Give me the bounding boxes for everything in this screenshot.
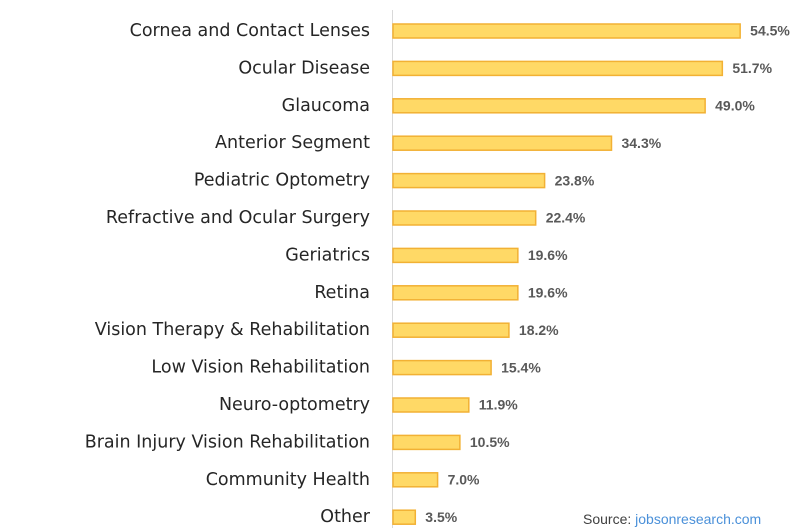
category-label: Refractive and Ocular Surgery [106,208,370,228]
category-label: Neuro-optometry [219,395,370,415]
bar [392,285,519,301]
value-label: 19.6% [528,247,568,263]
source-link[interactable]: jobsonresearch.com [634,511,761,527]
bar [392,472,439,488]
category-label: Other [320,507,370,527]
value-label: 34.3% [621,135,661,151]
bar [392,359,492,376]
category-label: Geriatrics [285,245,370,265]
source: Source: jobsonresearch.com [583,511,761,527]
bar [392,23,741,39]
category-label: Vision Therapy & Rehabilitation [95,320,370,340]
value-label: 23.8% [555,172,595,188]
value-label: 18.2% [519,322,559,338]
bar [392,434,461,451]
value-label: 19.6% [528,285,568,301]
bar [392,247,519,264]
bar [392,397,470,413]
value-label: 11.9% [479,397,518,413]
value-label: 22.4% [546,210,586,226]
category-label: Pediatric Optometry [194,171,370,191]
bar [392,210,537,226]
value-label: 54.5% [750,23,790,39]
category-label: Ocular Disease [238,58,370,78]
bar [392,172,546,189]
value-label: 51.7% [732,60,772,76]
value-label: 7.0% [448,472,480,488]
value-label: 15.4% [501,359,541,375]
value-label: 49.0% [715,98,755,114]
bar [392,60,724,77]
category-label: Low Vision Rehabilitation [151,358,370,378]
source-prefix: Source: [583,511,631,527]
bar [392,98,706,114]
bar [392,509,417,525]
category-label: Community Health [206,470,370,490]
bar [392,322,510,338]
category-label: Anterior Segment [215,133,370,153]
category-label: Cornea and Contact Lenses [130,21,370,41]
value-label: 3.5% [425,509,457,525]
bar [392,135,613,151]
category-label: Retina [314,283,370,303]
category-label: Glaucoma [282,96,370,116]
category-label: Brain Injury Vision Rehabilitation [85,432,370,452]
value-label: 10.5% [470,434,510,450]
